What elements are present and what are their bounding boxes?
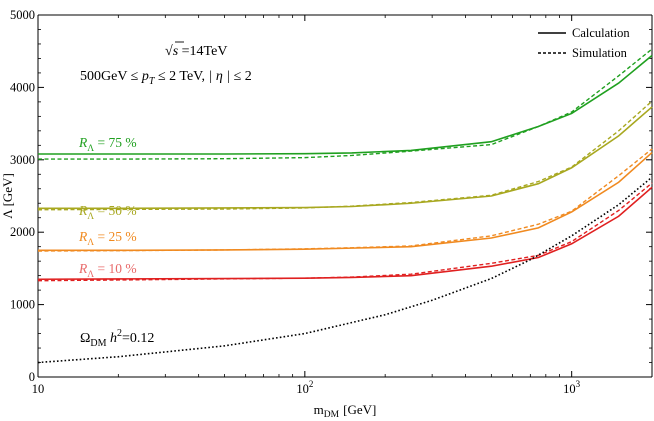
x-tick-label: 10 <box>32 382 45 396</box>
y-tick-label: 0 <box>29 370 35 384</box>
y-tick-label: 1000 <box>10 298 35 312</box>
sqrt-s-variable: s <box>173 44 179 59</box>
series-2-simulation-line <box>37 148 653 252</box>
series-label-75: RΛ = 75 % <box>78 135 137 154</box>
svg-text:√s =14TeV: √s =14TeV <box>165 44 227 59</box>
ticks: 0 1000 2000 3000 4000 5000 10 102 103 <box>10 8 653 396</box>
sqrt-symbol: √ <box>165 44 173 59</box>
x-tick-label: 103 <box>563 379 581 396</box>
y-tick-label: 5000 <box>10 8 35 22</box>
x-axis-title: mDM [GeV] <box>314 402 377 420</box>
plot-frame <box>37 14 653 378</box>
series-label-10: RΛ = 10 % <box>78 261 137 280</box>
legend-simulation-label: Simulation <box>572 46 628 60</box>
series-lines <box>37 48 653 364</box>
cuts-annotation: 500GeV ≤ pT ≤ 2 TeV, | η | ≤ 2 <box>80 69 252 87</box>
series-label-50: RΛ = 50 % <box>78 203 137 222</box>
relic-annotation: ΩDM h2=0.12 <box>80 328 154 349</box>
y-tick-label: 2000 <box>10 225 35 239</box>
series-0-simulation-line <box>38 48 653 160</box>
y-axis-title: Λ [GeV] <box>0 173 15 219</box>
legend: Calculation Simulation <box>538 26 630 60</box>
legend-calculation-label: Calculation <box>572 26 630 40</box>
series-1-calculation-line <box>38 106 653 210</box>
y-tick-label: 4000 <box>10 80 35 94</box>
sqrt-s-annotation: √s =14TeV <box>165 41 227 59</box>
series-1-simulation-line <box>37 100 653 211</box>
series-label-25: RΛ = 25 % <box>78 229 137 248</box>
y-tick-label: 3000 <box>10 153 35 167</box>
x-tick-label: 102 <box>296 379 313 396</box>
relic-density-line <box>37 176 653 364</box>
series-0-calculation-line <box>38 54 653 155</box>
series-3-simulation-line <box>37 182 653 282</box>
